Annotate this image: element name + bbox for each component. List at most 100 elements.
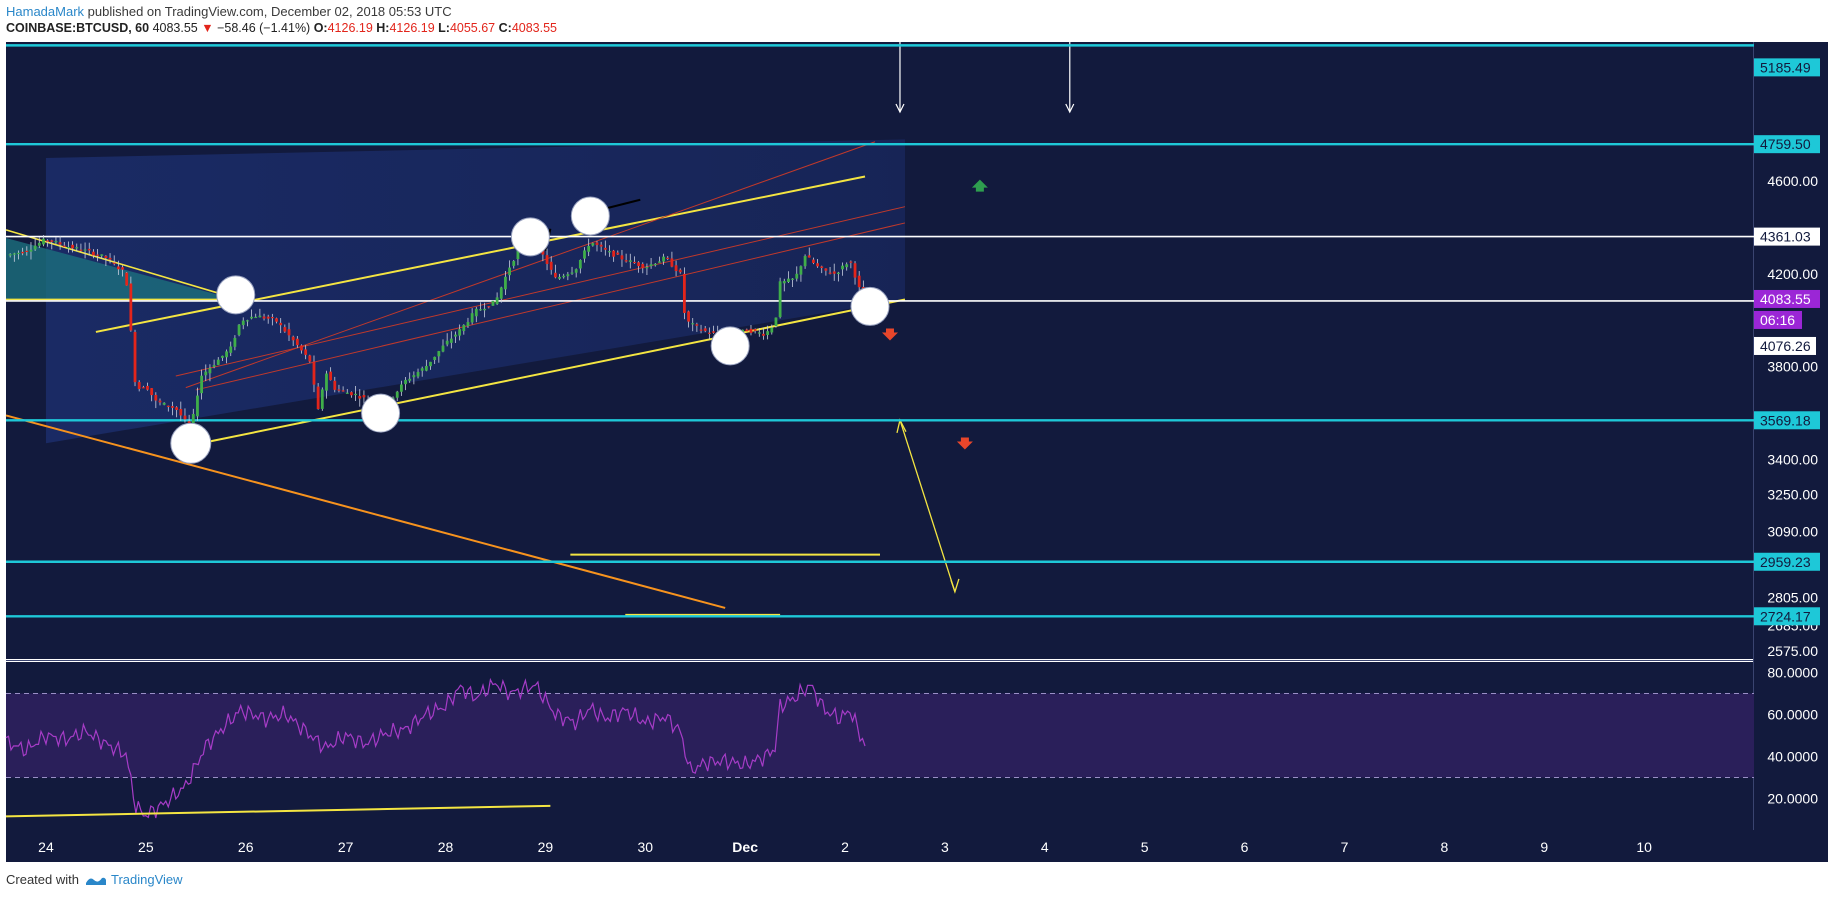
candle-body <box>637 262 641 267</box>
candle-body <box>71 244 74 249</box>
level-price-tag-1: 4759.50 <box>1760 136 1811 152</box>
rsi-trend-line <box>5 804 551 818</box>
candle-body <box>87 248 91 251</box>
candle-body <box>795 273 799 279</box>
candle-body <box>853 263 857 278</box>
candle-body <box>433 356 437 360</box>
candle-body <box>483 308 487 311</box>
candle-body <box>508 267 511 276</box>
time-axis-bg[interactable] <box>6 830 1828 862</box>
tradingview-link[interactable]: TradingView <box>85 872 183 887</box>
pivot-circle-3 <box>510 217 550 257</box>
candle-body <box>812 259 815 263</box>
candle-body <box>653 263 657 266</box>
candle-body <box>158 400 162 403</box>
low-label: L: <box>438 21 450 35</box>
current-price-tag: 4083.55 <box>1760 291 1811 307</box>
candle-body <box>466 322 470 327</box>
candle-body <box>699 329 703 331</box>
candle-body <box>175 407 179 410</box>
candle-body <box>682 273 686 313</box>
candle-body <box>337 389 341 391</box>
candle-body <box>616 252 620 255</box>
candle-body <box>841 265 844 270</box>
price-tick-label: 2575.00 <box>1767 643 1818 659</box>
candle-body <box>62 245 66 247</box>
rsi-indicator <box>5 677 1754 819</box>
candle-body <box>200 375 204 394</box>
candle-body <box>79 249 83 251</box>
candle-body <box>295 338 299 346</box>
price-chart[interactable]: 4600.00 4200.00 3800.00 3400.00 3250.00 3090.… <box>0 40 1828 862</box>
candle-body <box>645 267 649 269</box>
low-value: 4055.67 <box>449 21 496 35</box>
candle-body <box>641 263 645 269</box>
candle-body <box>304 349 308 355</box>
time-axis: 24 25 26 27 28 29 30 Dec 2 3 4 5 6 7 8 9 10 <box>38 839 1652 855</box>
candle-body <box>603 247 607 250</box>
candle-body <box>695 324 699 326</box>
candle-body <box>408 378 412 381</box>
open-value: 4126.19 <box>327 21 373 35</box>
candle-body <box>29 249 33 252</box>
candle-body <box>595 242 599 245</box>
candle-body <box>316 386 320 409</box>
candle-body <box>678 269 682 273</box>
pivot-circle-4 <box>570 196 610 236</box>
candle-body <box>787 278 790 283</box>
candle-body <box>857 275 861 288</box>
candle-body <box>399 384 403 392</box>
published-text: published on TradingView.com, December 0… <box>87 4 452 19</box>
candle-body <box>279 322 283 326</box>
open-label: O: <box>313 21 328 35</box>
candle-body <box>670 258 674 267</box>
time-tick-label: 29 <box>538 839 554 855</box>
rsi-tick-label: 40.0000 <box>1767 749 1818 765</box>
time-tick-label: 7 <box>1341 839 1349 855</box>
candle-body <box>42 238 45 245</box>
marker-arrow-1-head <box>895 103 905 114</box>
price-axis-bg[interactable] <box>1754 42 1828 832</box>
candle-body <box>599 244 603 247</box>
candle-body <box>50 240 54 242</box>
time-tick-label: 30 <box>637 839 653 855</box>
author-name[interactable]: HamadaMark <box>6 4 85 19</box>
candle-body <box>658 261 661 263</box>
time-tick-label: 10 <box>1636 839 1652 855</box>
price-candles <box>8 234 865 434</box>
projection-line <box>899 419 956 592</box>
candle-body <box>275 318 278 322</box>
candle-body <box>233 337 237 347</box>
candle-body <box>141 387 145 389</box>
candle-body <box>358 395 362 399</box>
candle-body <box>470 313 474 323</box>
countdown-tag-bg <box>1754 310 1802 329</box>
candle-body <box>445 340 449 345</box>
candle-body <box>845 264 849 268</box>
price-tags: 5185.49 4759.50 4361.03 3569.18 2959.23 2724.… <box>1754 58 1820 626</box>
candle-body <box>824 268 828 271</box>
candle-body <box>116 266 120 270</box>
pivot-circle-6 <box>850 286 890 326</box>
candle-body <box>504 276 507 290</box>
candle-body <box>125 272 129 286</box>
level-price-tag-3-bg <box>1754 411 1820 430</box>
price-tick-label: 4600.00 <box>1767 173 1818 189</box>
level-price-tag-1-bg <box>1754 135 1820 154</box>
candle-body <box>12 253 16 255</box>
price-tick-label: 3090.00 <box>1767 523 1818 539</box>
red-down-arrow-icon-1 <box>881 328 898 341</box>
candle-body <box>112 262 116 264</box>
candle-body <box>354 393 357 396</box>
candle-body <box>395 391 399 398</box>
candle-body <box>100 254 104 256</box>
candle-body <box>449 338 453 343</box>
candle-body <box>245 320 249 322</box>
candle-body <box>58 242 62 245</box>
candle-body <box>766 331 770 335</box>
candle-body <box>753 329 757 331</box>
tradingview-logo-icon <box>85 877 106 885</box>
candle-body <box>558 276 561 279</box>
price-tick-label: 3400.00 <box>1767 452 1818 468</box>
candle-body <box>666 257 670 260</box>
